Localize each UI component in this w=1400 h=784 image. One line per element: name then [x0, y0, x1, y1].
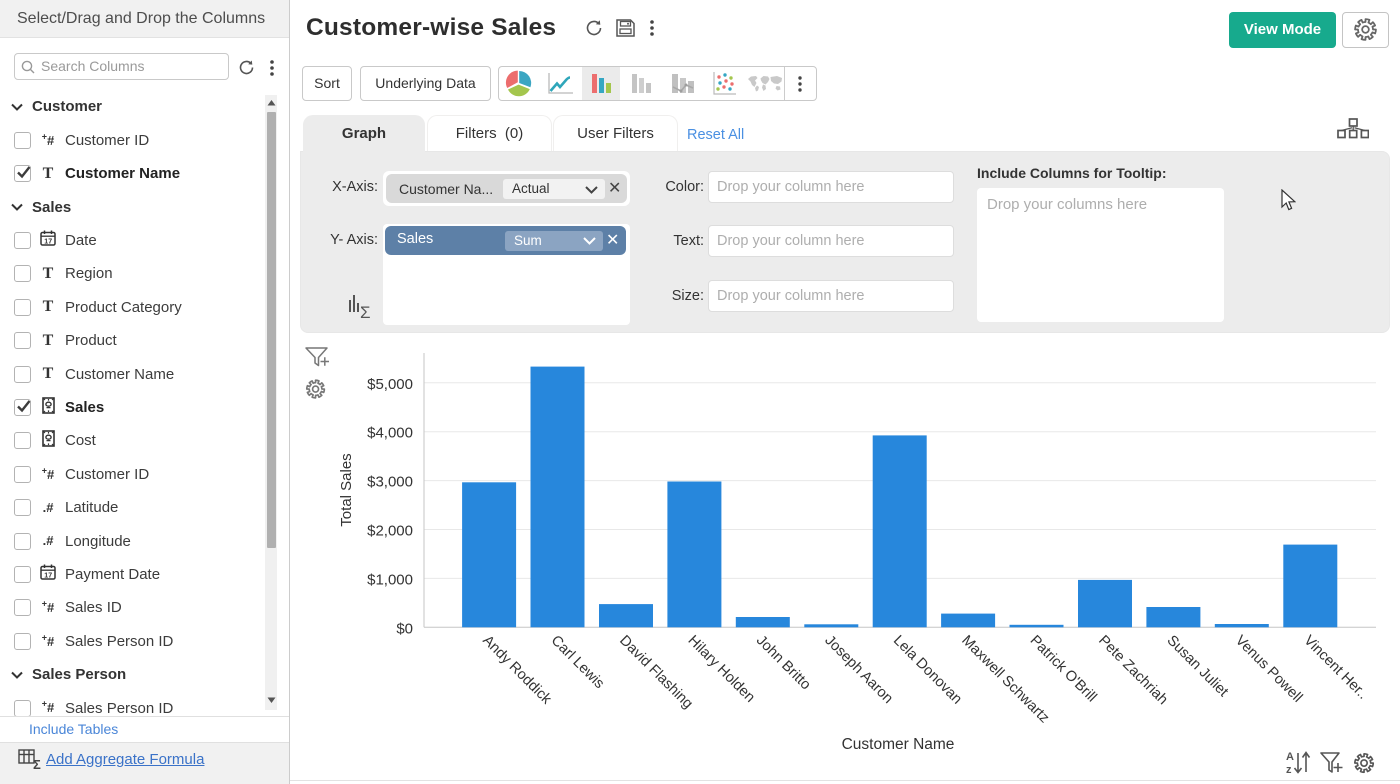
- svg-text:Lela Donovan: Lela Donovan: [890, 633, 965, 708]
- svg-text:Patrick O'Brill: Patrick O'Brill: [1027, 633, 1100, 706]
- svg-text:Joseph Aaron: Joseph Aaron: [821, 633, 895, 707]
- svg-text:Andy Roddick: Andy Roddick: [479, 633, 554, 708]
- svg-text:z: z: [1286, 764, 1292, 776]
- svg-text:$5,000: $5,000: [367, 376, 413, 393]
- svg-text:Carl Lewis: Carl Lewis: [548, 633, 607, 692]
- svg-text:Σ: Σ: [360, 303, 371, 320]
- svg-text:$0: $0: [396, 620, 413, 637]
- svg-text:$2,000: $2,000: [367, 523, 413, 540]
- svg-text:Hilary Holden: Hilary Holden: [685, 633, 758, 706]
- svg-text:Vincent Her..: Vincent Her..: [1300, 633, 1370, 703]
- svg-text:17: 17: [44, 572, 52, 579]
- svg-text:Pete Zachriah: Pete Zachriah: [1095, 633, 1171, 709]
- svg-text:Susan Juliet: Susan Juliet: [1164, 633, 1232, 701]
- svg-text:17: 17: [44, 238, 52, 245]
- svg-text:David Flashing: David Flashing: [616, 633, 696, 713]
- svg-text:$4,000: $4,000: [367, 425, 413, 442]
- svg-text:$1,000: $1,000: [367, 571, 413, 588]
- svg-text:Customer Name: Customer Name: [842, 736, 955, 753]
- svg-text:Venus Powell: Venus Powell: [1232, 633, 1305, 706]
- svg-text:John Britto: John Britto: [753, 633, 814, 694]
- svg-text:Total Sales: Total Sales: [338, 453, 355, 526]
- svg-text:Σ: Σ: [33, 757, 41, 770]
- svg-text:A: A: [1286, 751, 1294, 763]
- svg-text:$3,000: $3,000: [367, 474, 413, 491]
